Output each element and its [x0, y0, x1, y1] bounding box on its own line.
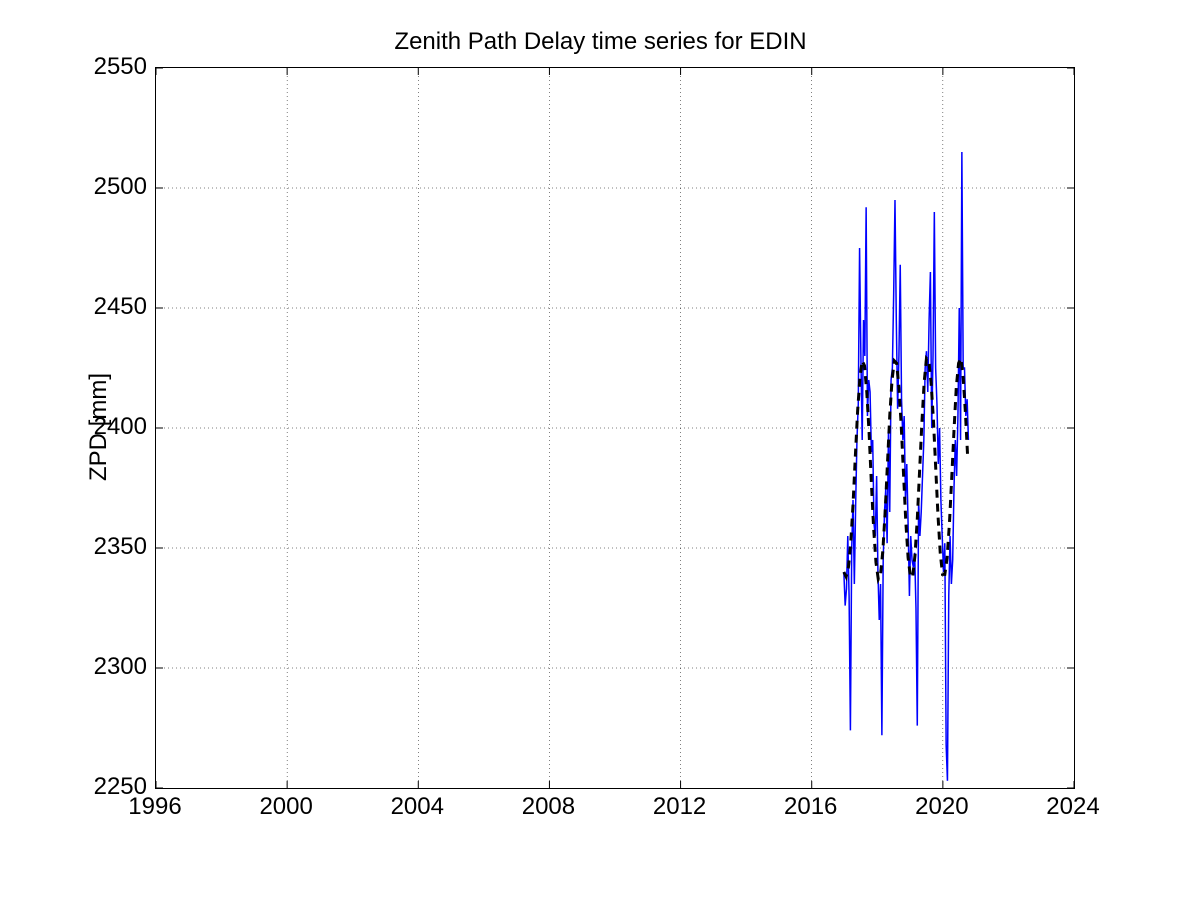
series-zpd-data	[844, 152, 969, 781]
x-tick-label: 2012	[653, 793, 706, 821]
chart-title: Zenith Path Delay time series for EDIN	[0, 28, 1201, 56]
x-tick-label: 2020	[915, 793, 968, 821]
plot-area	[155, 67, 1075, 789]
y-tick-label: 2400	[94, 413, 147, 441]
x-tick-label: 2008	[522, 793, 575, 821]
chart-container: Zenith Path Delay time series for EDIN Z…	[0, 0, 1201, 901]
x-tick-label: 2000	[259, 793, 312, 821]
series-layer	[844, 152, 969, 781]
x-tick-label: 2016	[784, 793, 837, 821]
plot-svg	[156, 68, 1074, 788]
y-tick-label: 2350	[94, 533, 147, 561]
y-tick-label: 2300	[94, 653, 147, 681]
grid-layer	[156, 68, 1074, 788]
y-tick-label: 2250	[94, 773, 147, 801]
y-tick-label: 2450	[94, 293, 147, 321]
x-tick-label: 2004	[391, 793, 444, 821]
y-tick-label: 2550	[94, 53, 147, 81]
y-tick-label: 2500	[94, 173, 147, 201]
x-tick-label: 2024	[1046, 793, 1099, 821]
